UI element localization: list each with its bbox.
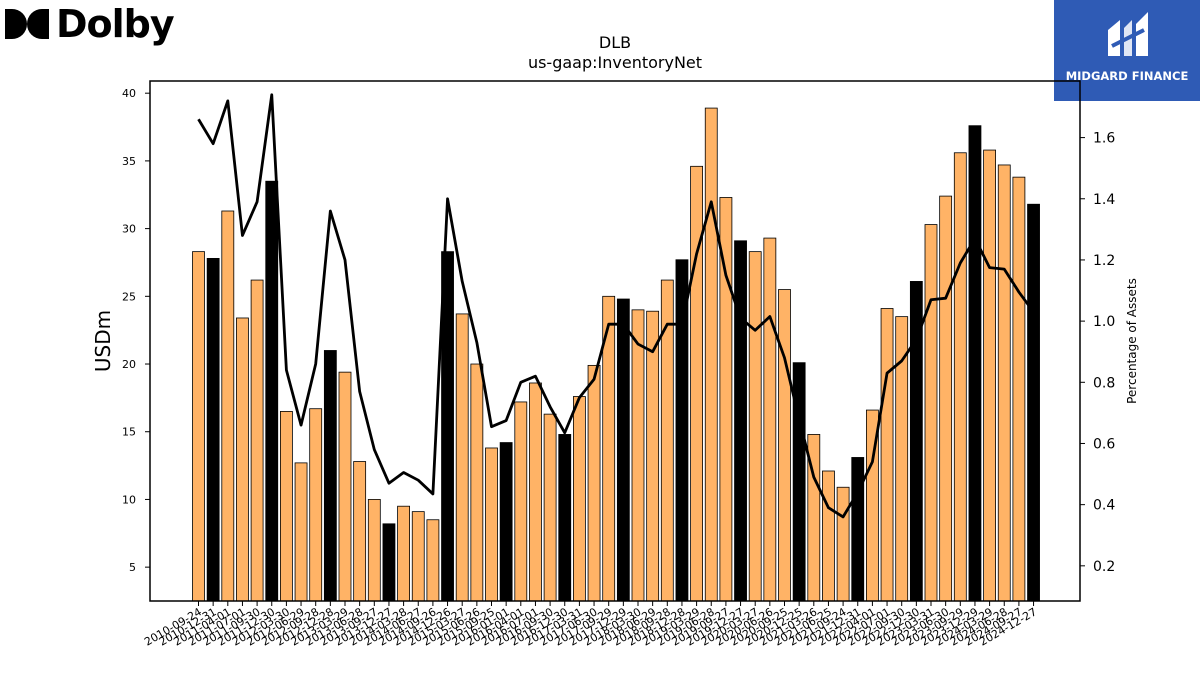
bar-2011-07-01 xyxy=(236,317,249,602)
y2-tick-label: 0.4 xyxy=(1093,498,1115,514)
bar-2017-06-30 xyxy=(587,364,601,602)
bar-2024-12-27 xyxy=(1027,203,1040,602)
bar-2012-12-28 xyxy=(323,350,337,602)
x-axis-ticks: 2010-09-242010-12-312011-04-012011-07-01… xyxy=(142,601,1039,649)
chart-title: DLB xyxy=(599,33,631,52)
y2-tick-label: 1.2 xyxy=(1093,253,1115,269)
bar-2014-03-28 xyxy=(397,505,411,602)
bar-2024-09-27 xyxy=(1012,176,1026,602)
percentage-line xyxy=(197,93,1035,519)
chart-subtitle: us-gaap:InventoryNet xyxy=(528,53,702,72)
bar-2024-06-28 xyxy=(997,164,1011,602)
bar-2012-03-30 xyxy=(279,411,293,602)
y-tick-label: 10 xyxy=(122,493,136,506)
bar-2019-03-29 xyxy=(690,165,703,602)
bar-2017-12-29 xyxy=(616,298,630,602)
bar-2010-12-31 xyxy=(206,257,220,602)
bar-2018-03-30 xyxy=(631,309,645,602)
bar-2022-07-01 xyxy=(880,308,894,602)
bar-2020-03-27 xyxy=(748,251,762,602)
bar-2019-12-27 xyxy=(734,240,747,602)
bar-2014-09-26 xyxy=(426,519,440,602)
bar-2016-01-01 xyxy=(499,442,513,602)
right-axis-ticks: 0.2 0.4 0.6 0.8 1.0 1.2 1.4 1.6 xyxy=(1080,131,1115,575)
bar-2020-09-25 xyxy=(778,289,791,602)
midgard-finance-name: MIDGARD FINANCE xyxy=(1065,69,1189,83)
bar-2018-09-28 xyxy=(660,279,674,602)
y-tick-label: 20 xyxy=(122,358,136,371)
bar-2011-09-30 xyxy=(250,279,264,602)
dolby-double-d-icon xyxy=(5,9,49,39)
bar-2016-09-30 xyxy=(543,413,557,602)
bar-2023-12-29 xyxy=(968,125,982,602)
dolby-wordmark: Dolby xyxy=(56,2,175,46)
bar-2016-07-01 xyxy=(529,382,542,602)
y-tick-label: 5 xyxy=(129,561,136,574)
bar-2023-03-31 xyxy=(924,224,938,602)
left-axis-ticks: 5 10 15 20 25 30 35 40 xyxy=(122,87,150,574)
bar-2017-03-31 xyxy=(573,396,586,602)
bar-2016-12-30 xyxy=(558,434,572,602)
bar-2013-09-27 xyxy=(367,499,381,602)
bar-2021-09-24 xyxy=(836,486,850,602)
bar-series xyxy=(192,107,1040,602)
bar-2023-09-29 xyxy=(953,152,967,602)
y2-tick-label: 0.6 xyxy=(1093,436,1115,452)
bar-2019-06-28 xyxy=(704,107,718,602)
bar-2013-12-27 xyxy=(382,523,396,602)
bar-2024-03-29 xyxy=(983,149,996,602)
bar-2018-12-28 xyxy=(675,259,689,602)
bar-2016-04-01 xyxy=(514,401,528,602)
midgard-finance-logo: MIDGARD FINANCE xyxy=(1054,0,1200,101)
bar-2013-06-28 xyxy=(353,461,367,602)
y2-axis-label: Percentage of Assets xyxy=(1125,278,1139,404)
y-tick-label: 30 xyxy=(122,223,136,236)
bar-2015-06-26 xyxy=(470,363,484,602)
bar-2011-04-01 xyxy=(221,210,235,602)
bar-2023-06-30 xyxy=(939,195,953,602)
bar-2011-12-30 xyxy=(265,180,279,602)
bar-2021-12-31 xyxy=(851,457,865,602)
dolby-logo: Dolby xyxy=(4,2,175,46)
y-tick-label: 35 xyxy=(122,155,136,168)
bar-2021-06-25 xyxy=(822,470,835,602)
y-tick-label: 25 xyxy=(122,290,136,303)
bar-2013-03-29 xyxy=(338,371,352,602)
y-tick-label: 40 xyxy=(122,87,136,100)
y2-tick-label: 0.8 xyxy=(1093,375,1115,391)
bar-2018-06-29 xyxy=(646,310,660,602)
y-tick-label: 15 xyxy=(122,426,136,439)
y-axis-label: USDm xyxy=(91,310,115,372)
midgard-m-icon xyxy=(1108,12,1148,56)
bar-2020-06-26 xyxy=(763,237,777,602)
bar-2010-09-24 xyxy=(192,251,205,602)
bar-2015-09-25 xyxy=(485,447,498,602)
y2-tick-label: 1.6 xyxy=(1093,131,1115,147)
bar-2012-06-29 xyxy=(294,462,308,602)
bar-2012-09-28 xyxy=(309,408,323,602)
y2-tick-label: 0.2 xyxy=(1093,559,1115,575)
y2-tick-label: 1.4 xyxy=(1093,192,1115,208)
bar-2014-06-27 xyxy=(411,511,425,602)
plot-frame xyxy=(149,80,1081,602)
bar-2015-03-27 xyxy=(455,313,469,602)
y2-tick-label: 1.0 xyxy=(1093,314,1115,330)
